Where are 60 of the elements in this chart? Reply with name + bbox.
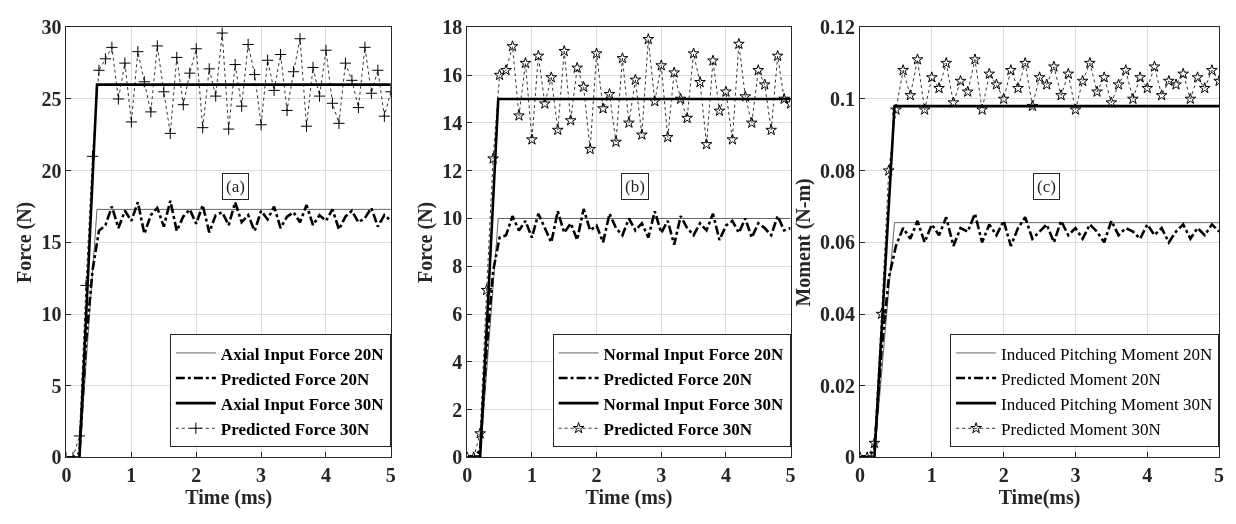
y-tick-label: 0.02: [820, 374, 856, 397]
x-axis-title: Time (ms): [585, 486, 673, 510]
x-tick-label: 2: [591, 464, 602, 487]
x-tick-label: 1: [526, 464, 537, 487]
y-tick-label: 2: [452, 398, 463, 421]
y-tick-label: 0.1: [830, 87, 856, 110]
annotation: (b): [625, 177, 645, 196]
x-axis-title: Time(ms): [998, 486, 1081, 510]
x-tick-label: 1: [926, 464, 937, 487]
legend-label: Predicted Force 30N: [603, 419, 753, 439]
legend-label: Induced Pitching Moment 30N: [1001, 394, 1213, 414]
y-tick-label: 0: [452, 446, 463, 469]
y-tick-label: 25: [41, 87, 62, 110]
y-tick-label: 10: [442, 207, 463, 230]
y-tick-label: 30: [41, 16, 62, 39]
legend-label: Predicted Force 20N: [220, 369, 371, 389]
x-tick-label: 5: [385, 464, 396, 487]
x-tick-label: 3: [1070, 464, 1081, 487]
x-tick-label: 1: [126, 464, 137, 487]
y-tick-label: 12: [442, 159, 463, 182]
x-tick-label: 2: [191, 464, 202, 487]
y-tick-label: 0.12: [820, 16, 856, 39]
legend-label: Axial Input Force 20N: [220, 344, 385, 364]
legend-label: Axial Input Force 30N: [220, 394, 385, 414]
x-axis-title: Time (ms): [185, 486, 273, 510]
annotation: (a): [226, 177, 245, 196]
x-tick-label: 4: [720, 464, 731, 487]
y-tick-label: 14: [442, 111, 463, 134]
x-tick-label: 5: [1214, 464, 1225, 487]
annotation: (c): [1037, 177, 1056, 196]
y-tick-label: 10: [41, 303, 62, 326]
x-tick-label: 4: [1142, 464, 1153, 487]
x-tick-label: 5: [785, 464, 796, 487]
legend-label: Predicted Force 20N: [603, 369, 753, 389]
x-tick-label: 3: [256, 464, 267, 487]
y-tick-label: 20: [41, 159, 62, 182]
y-axis-title: Moment (N-m): [791, 178, 815, 307]
legend-label: Normal Input Force 20N: [603, 344, 784, 364]
y-tick-label: 0: [845, 446, 856, 469]
y-tick-label: 15: [41, 231, 62, 254]
x-tick-label: 3: [656, 464, 667, 487]
y-tick-label: 0.08: [820, 159, 856, 182]
y-tick-label: 0.04: [820, 303, 856, 326]
legend-label: Predicted Force 30N: [220, 419, 371, 439]
x-tick-label: 4: [320, 464, 331, 487]
x-tick-label: 2: [998, 464, 1009, 487]
legend-label: Induced Pitching Moment 20N: [1001, 344, 1213, 364]
legend-label: Normal Input Force 30N: [603, 394, 784, 414]
y-axis-title: Force (N): [413, 201, 437, 283]
y-tick-label: 8: [452, 255, 463, 278]
y-tick-label: 16: [442, 64, 463, 87]
y-tick-label: 5: [51, 374, 62, 397]
y-axis-title: Force (N): [13, 201, 36, 283]
legend-label: Predicted Moment 20N: [1001, 369, 1161, 389]
y-tick-label: 6: [452, 303, 463, 326]
legend-label: Predicted Moment 30N: [1001, 419, 1161, 439]
y-tick-label: 0.06: [820, 231, 856, 254]
y-tick-label: 18: [442, 16, 463, 39]
y-tick-label: 0: [51, 446, 62, 469]
y-tick-label: 4: [452, 350, 463, 373]
